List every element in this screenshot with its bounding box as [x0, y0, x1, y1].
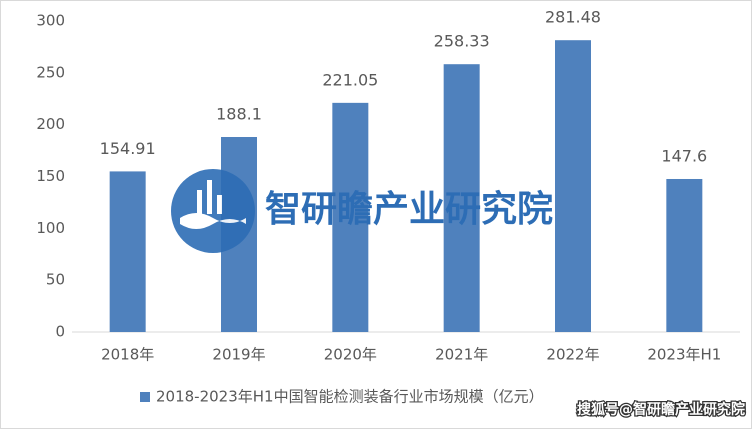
data-label: 221.05 [322, 70, 378, 89]
bar [555, 40, 591, 332]
bar [109, 171, 146, 332]
y-tick-label: 250 [36, 63, 65, 81]
source-watermark: 搜狐号@智研瞻产业研究院 [577, 401, 745, 418]
x-tick-label: 2023年H1 [647, 346, 721, 364]
x-tick-label: 2018年 [101, 346, 154, 364]
data-label: 188.1 [216, 105, 262, 124]
x-tick-label: 2019年 [212, 346, 265, 364]
legend-label: 2018-2023年H1中国智能检测装备行业市场规模（亿元） [156, 388, 544, 406]
y-tick-label: 100 [36, 219, 65, 237]
y-tick-label: 200 [36, 115, 65, 133]
y-tick-label: 300 [36, 12, 65, 30]
data-label: 281.48 [545, 8, 601, 27]
x-tick-label: 2021年 [435, 346, 488, 364]
watermark: 智研瞻产业研究院 [265, 189, 553, 230]
y-tick-label: 0 [55, 323, 65, 341]
y-tick-label: 150 [36, 167, 65, 185]
y-tick-label: 50 [46, 271, 65, 289]
bar [666, 178, 703, 332]
data-label: 147.6 [661, 146, 707, 165]
legend-swatch [140, 392, 150, 402]
data-label: 154.91 [100, 139, 156, 158]
x-tick-label: 2022年 [546, 346, 599, 364]
data-label: 258.33 [434, 32, 490, 51]
bar [443, 64, 480, 332]
x-tick-label: 2020年 [324, 346, 377, 364]
bar [332, 102, 369, 332]
watermark-logo [171, 169, 255, 253]
